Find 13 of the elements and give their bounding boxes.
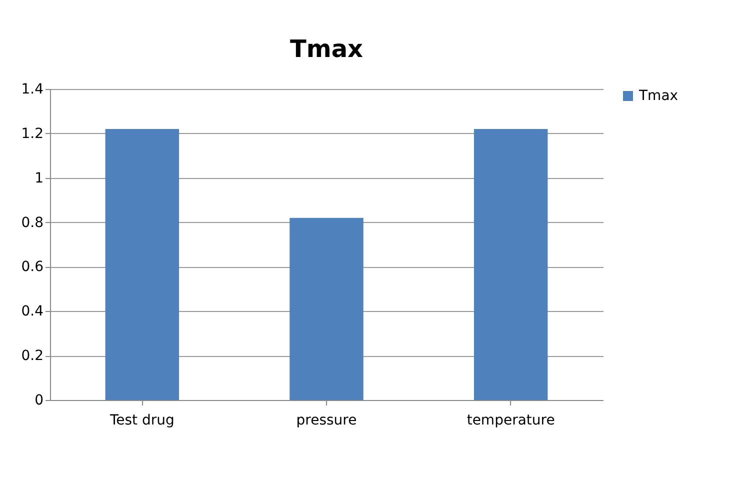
y-tick-label: 1 — [34, 170, 44, 186]
y-tick-label: 1.2 — [21, 126, 44, 142]
y-tick-label: 0 — [34, 392, 44, 408]
chart-title: Tmax — [290, 35, 364, 63]
x-tick-label: pressure — [296, 412, 357, 428]
x-tick-label: Test drug — [108, 412, 174, 428]
y-tick-label: 0.2 — [21, 348, 44, 364]
y-tick-label: 1.4 — [21, 82, 44, 98]
y-tick-label: 0.8 — [21, 214, 44, 231]
x-tick-label: temperature — [466, 412, 555, 428]
y-tick-label: 0.6 — [21, 259, 44, 276]
legend-label: Tmax — [638, 88, 678, 104]
y-tick-label: 0.4 — [21, 304, 44, 320]
